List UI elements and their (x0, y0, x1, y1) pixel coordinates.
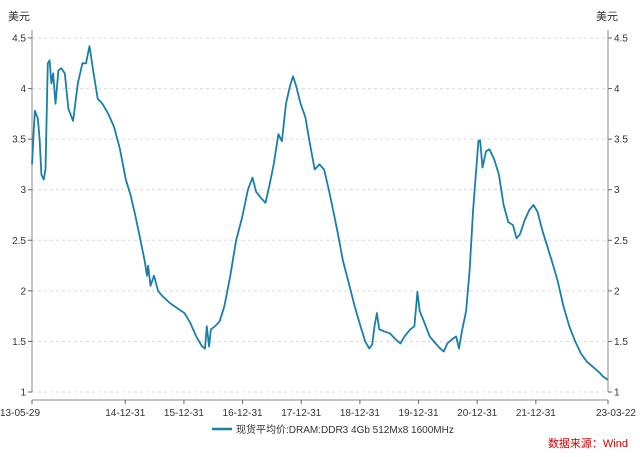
x-tick-label: 18-12-31 (340, 408, 380, 419)
x-tick-label: 19-12-31 (399, 408, 439, 419)
x-axis-ticks: 13-05-29 14-12-31 15-12-31 16-12-31 17-12-31… (0, 400, 636, 419)
y-tick-label-right: 4 (614, 84, 620, 95)
y-tick-label-right: 3.5 (614, 135, 628, 146)
data-source-note: 数据来源：Wind (548, 436, 628, 450)
gridlines (32, 37, 608, 393)
y-axis-right-ticks: 1 1.5 2 2.5 3 3.5 4 4.5 (608, 34, 628, 399)
series-layer (31, 45, 609, 381)
x-tick-label: 14-12-31 (105, 408, 145, 419)
y-tick-label-left: 4.5 (12, 34, 26, 45)
right-unit-label: 美元 (596, 10, 618, 23)
y-tick-label-left: 1.5 (12, 337, 26, 348)
x-tick-label: 16-12-31 (223, 408, 263, 419)
y-tick-label-left: 2 (20, 286, 26, 297)
y-tick-label-left: 4 (20, 84, 26, 95)
legend-label: 现货平均价:DRAM:DDR3 4Gb 512Mx8 1600MHz (236, 423, 454, 436)
y-tick-label-right: 3 (614, 185, 620, 196)
y-axis-left-ticks: 1 1.5 2 2.5 3 3.5 4 4.5 (12, 34, 32, 399)
y-tick-label-right: 2 (614, 286, 620, 297)
x-tick-label: 23-03-22 (596, 408, 636, 419)
y-tick-label-left: 3.5 (12, 135, 26, 146)
x-tick-label: 13-05-29 (0, 408, 40, 419)
axes (31, 30, 609, 401)
x-tick-label: 17-12-31 (281, 408, 321, 419)
y-tick-label-right: 1.5 (614, 337, 628, 348)
x-tick-label: 15-12-31 (164, 408, 204, 419)
y-tick-label-left: 3 (20, 185, 26, 196)
legend: 现货平均价:DRAM:DDR3 4Gb 512Mx8 1600MHz (212, 423, 454, 436)
y-tick-label-left: 2.5 (12, 236, 26, 247)
y-tick-label-right: 1 (614, 388, 620, 399)
x-tick-label: 20-12-31 (457, 408, 497, 419)
x-tick-label: 21-12-31 (516, 408, 556, 419)
left-unit-label: 美元 (8, 10, 30, 23)
y-tick-label-left: 1 (20, 388, 26, 399)
y-tick-label-right: 4.5 (614, 34, 628, 45)
series-line (31, 45, 609, 381)
y-tick-label-right: 2.5 (614, 236, 628, 247)
